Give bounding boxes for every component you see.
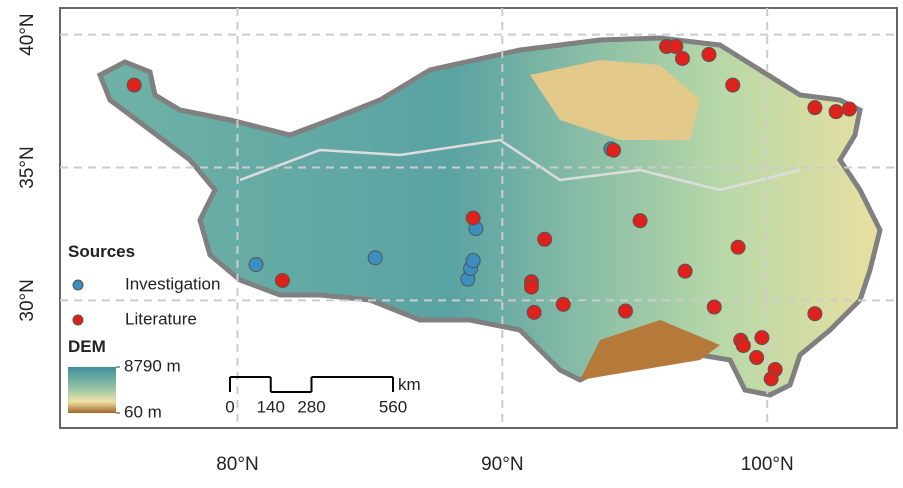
- point: [726, 78, 740, 92]
- point: [607, 143, 621, 157]
- x-tick-label: 80°N: [216, 454, 258, 475]
- point: [808, 101, 822, 115]
- legend-marker: [73, 280, 83, 290]
- y-tick-label: 35°N: [17, 146, 38, 188]
- scale-label: 280: [297, 397, 325, 416]
- point: [527, 305, 541, 319]
- point: [678, 264, 692, 278]
- y-tick-label: 40°N: [17, 13, 38, 55]
- point: [829, 105, 843, 119]
- point: [524, 280, 538, 294]
- colorbar: [68, 367, 116, 413]
- scale-label: 140: [257, 397, 285, 416]
- point: [808, 307, 822, 321]
- colorbar-label: 8790 m: [124, 356, 181, 375]
- point: [619, 304, 633, 318]
- point: [466, 254, 480, 268]
- point: [842, 102, 856, 116]
- point: [764, 372, 778, 386]
- point: [556, 297, 570, 311]
- point: [702, 48, 716, 62]
- legend-label: Investigation: [125, 274, 220, 293]
- point: [750, 351, 764, 365]
- legend-label: Literature: [125, 309, 197, 328]
- point: [275, 273, 289, 287]
- legend-title: Sources: [68, 242, 135, 261]
- point: [466, 211, 480, 225]
- point: [538, 232, 552, 246]
- point: [755, 331, 769, 345]
- point: [707, 300, 721, 314]
- point: [249, 258, 263, 272]
- scale-unit: km: [398, 375, 421, 394]
- point: [633, 214, 647, 228]
- y-tick-label: 30°N: [17, 279, 38, 321]
- point: [127, 78, 141, 92]
- point: [736, 339, 750, 353]
- point: [731, 240, 745, 254]
- map: Sources DEM km 80°N 90°N 100°N 30°N 35°N 40°N…: [0, 0, 903, 483]
- scale-label: 0: [225, 397, 234, 416]
- colorbar-label: 60 m: [124, 402, 162, 421]
- legend-marker: [73, 315, 83, 325]
- scale-label: 560: [379, 397, 407, 416]
- colorbar-title: DEM: [68, 337, 106, 356]
- x-tick-label: 90°N: [481, 454, 523, 475]
- point: [675, 52, 689, 66]
- x-tick-label: 100°N: [741, 454, 794, 475]
- point: [368, 251, 382, 265]
